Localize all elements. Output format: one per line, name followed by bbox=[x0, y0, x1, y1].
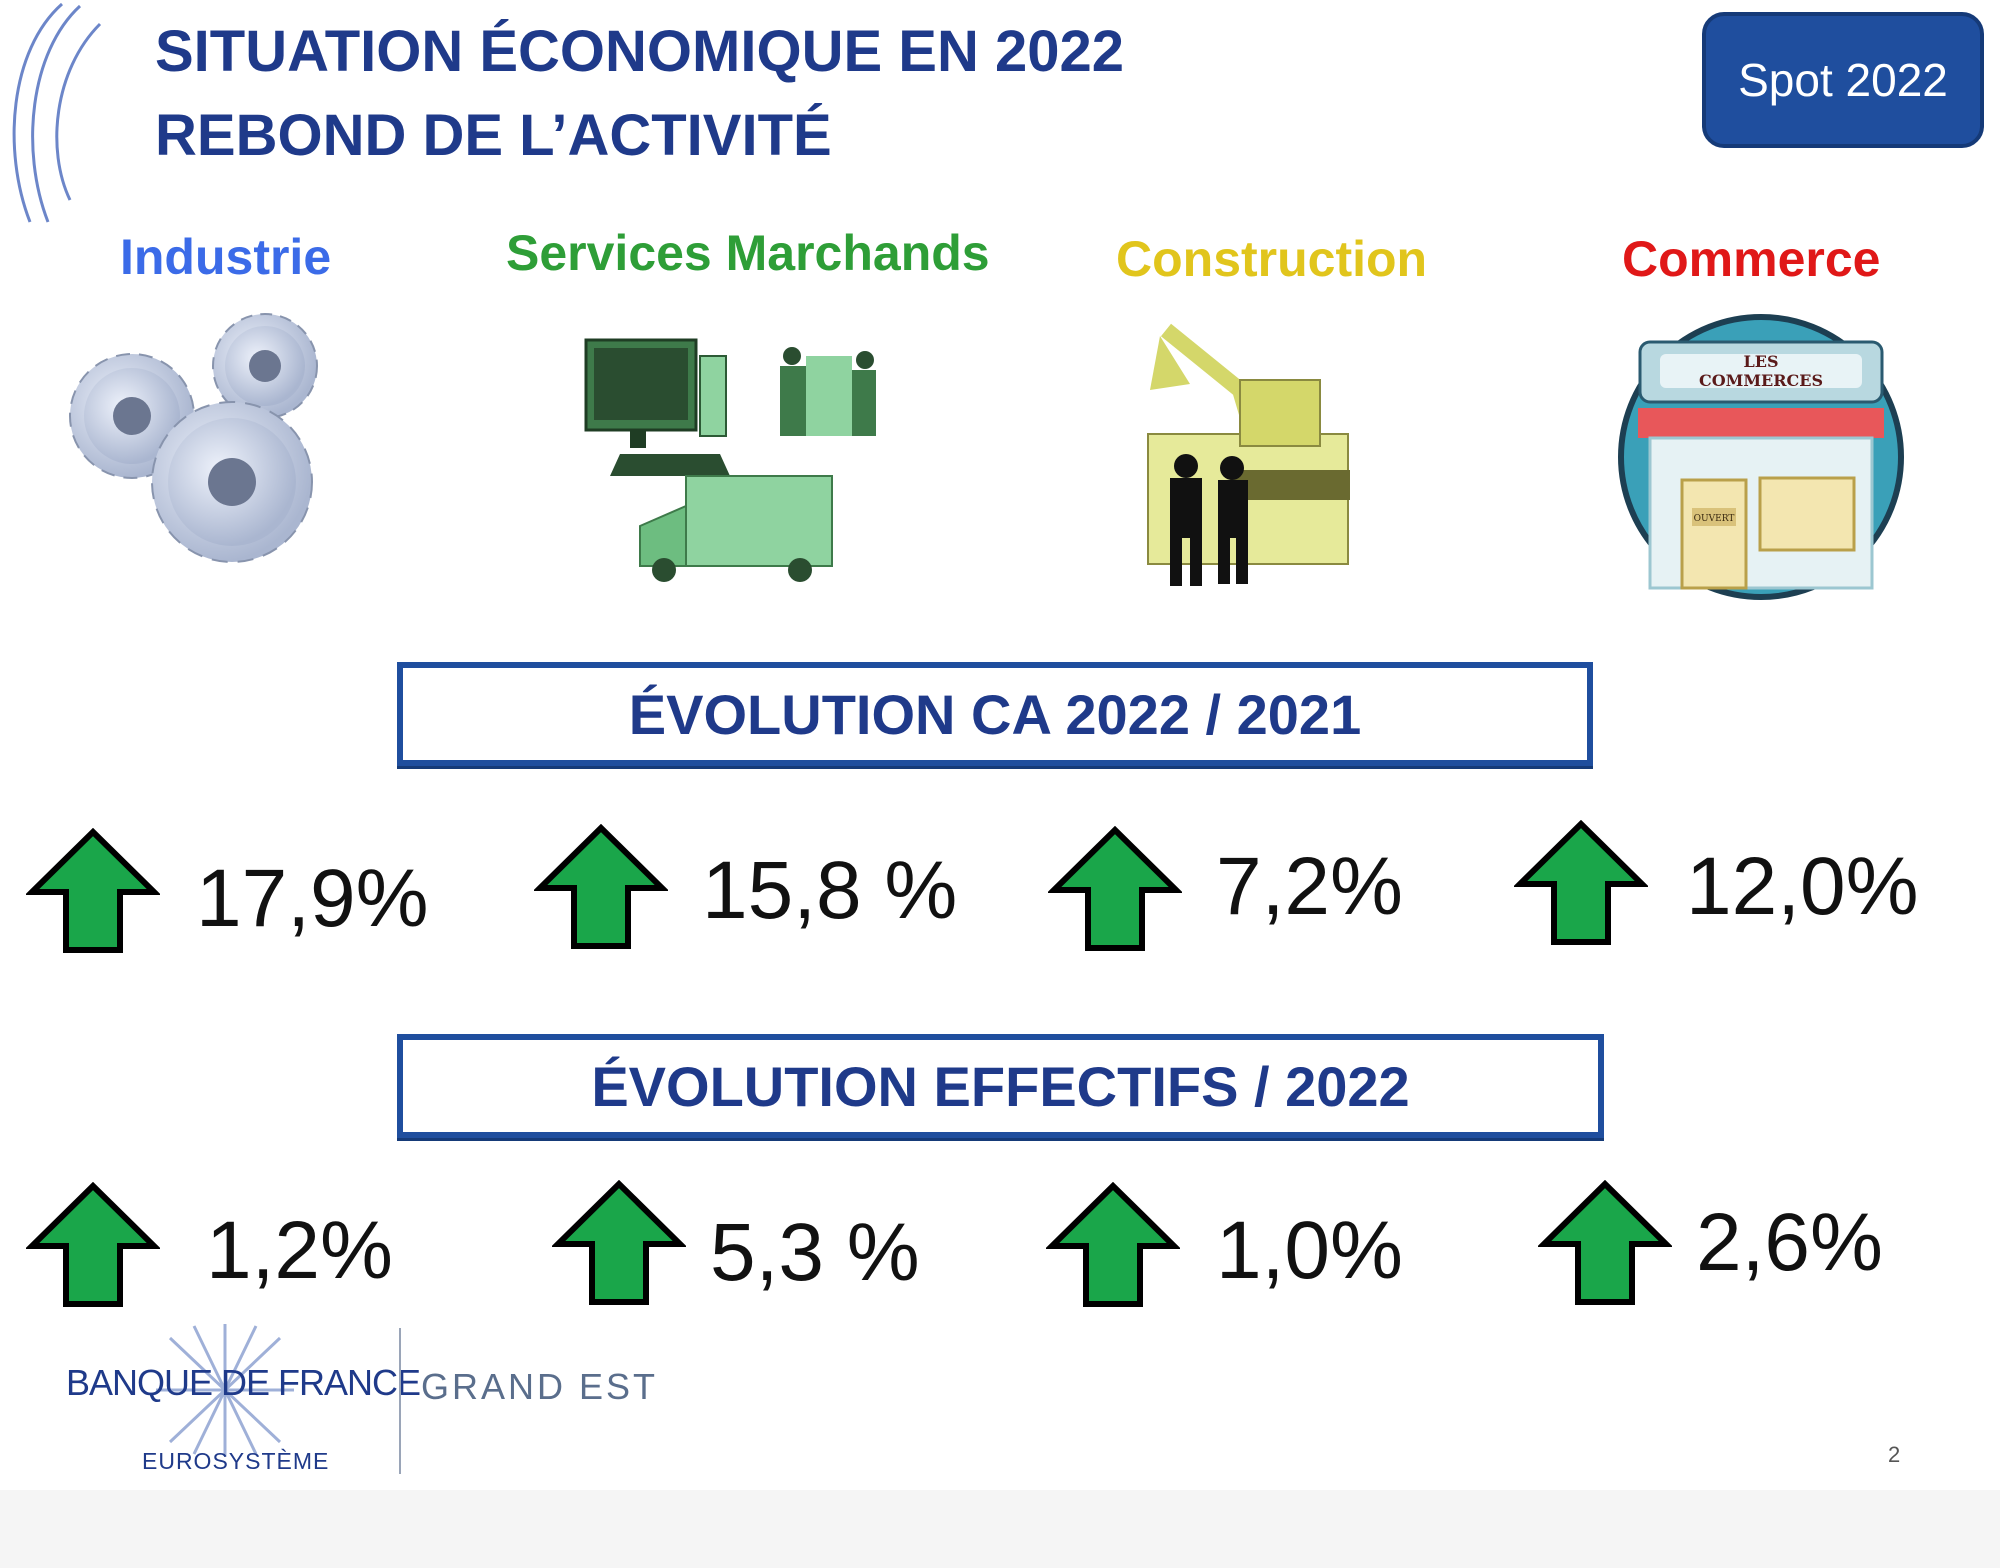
eff-value-services: 5,3 % bbox=[710, 1207, 920, 1298]
truck bbox=[639, 475, 833, 582]
bank-name: BANQUE DE FRANCE bbox=[66, 1362, 421, 1403]
handshake-people bbox=[780, 347, 876, 436]
eff-value-construction: 1,0% bbox=[1216, 1205, 1403, 1296]
title-line-2: REBOND DE L’ACTIVITÉ bbox=[155, 103, 832, 168]
spot-badge: Spot 2022 bbox=[1702, 12, 1984, 148]
sector-label-services: Services Marchands bbox=[506, 225, 990, 281]
shop-sign-line2: COMMERCES bbox=[1699, 371, 1823, 390]
gear-small bbox=[212, 313, 318, 419]
gear-big bbox=[151, 401, 313, 563]
up-arrow-icon bbox=[1048, 826, 1182, 951]
bottom-band bbox=[0, 1490, 2000, 1568]
shop-sign-line1: LES bbox=[1744, 352, 1779, 371]
bank-subtitle: EUROSYSTÈME bbox=[142, 1448, 330, 1474]
up-arrow-icon bbox=[1538, 1180, 1672, 1305]
eff-value-industrie: 1,2% bbox=[206, 1205, 393, 1296]
up-arrow-icon bbox=[1046, 1182, 1180, 1307]
eff-value-commerce: 2,6% bbox=[1696, 1197, 1883, 1288]
excavator-workers-icon bbox=[1147, 323, 1350, 586]
ca-value-commerce: 12,0% bbox=[1686, 841, 1919, 932]
page-title: SITUATION ÉCONOMIQUE EN 2022 REBOND DE L… bbox=[155, 10, 1124, 178]
up-arrow-icon bbox=[26, 1182, 160, 1307]
page-number: 2 bbox=[1888, 1442, 1901, 1467]
banque-de-france-starburst-logo bbox=[156, 1324, 294, 1456]
section-effectifs-header: ÉVOLUTION EFFECTIFS / 2022 bbox=[397, 1034, 1604, 1138]
title-line-1: SITUATION ÉCONOMIQUE EN 2022 bbox=[155, 19, 1124, 84]
shop-front-icon: LES COMMERCES OUVERT bbox=[1618, 314, 1904, 600]
up-arrow-icon bbox=[534, 824, 668, 949]
computer-handshake-truck-icon bbox=[584, 338, 876, 582]
up-arrow-icon bbox=[552, 1180, 686, 1305]
worker-silhouettes bbox=[1170, 454, 1248, 586]
ca-value-construction: 7,2% bbox=[1216, 841, 1403, 932]
section-ca-header: ÉVOLUTION CA 2022 / 2021 bbox=[397, 662, 1593, 766]
sector-label-commerce: Commerce bbox=[1622, 231, 1881, 287]
gears-icon bbox=[69, 313, 318, 563]
door-sign: OUVERT bbox=[1694, 514, 1735, 524]
up-arrow-icon bbox=[26, 828, 160, 953]
footer-divider bbox=[399, 1328, 401, 1474]
ca-value-industrie: 17,9% bbox=[196, 853, 429, 944]
ca-value-services: 15,8 % bbox=[702, 845, 958, 936]
up-arrow-icon bbox=[1514, 820, 1648, 945]
sector-label-industrie: Industrie bbox=[120, 229, 332, 285]
decorative-arcs bbox=[12, 2, 102, 223]
sector-label-construction: Construction bbox=[1116, 231, 1428, 287]
region-label: GRAND EST bbox=[421, 1366, 659, 1407]
